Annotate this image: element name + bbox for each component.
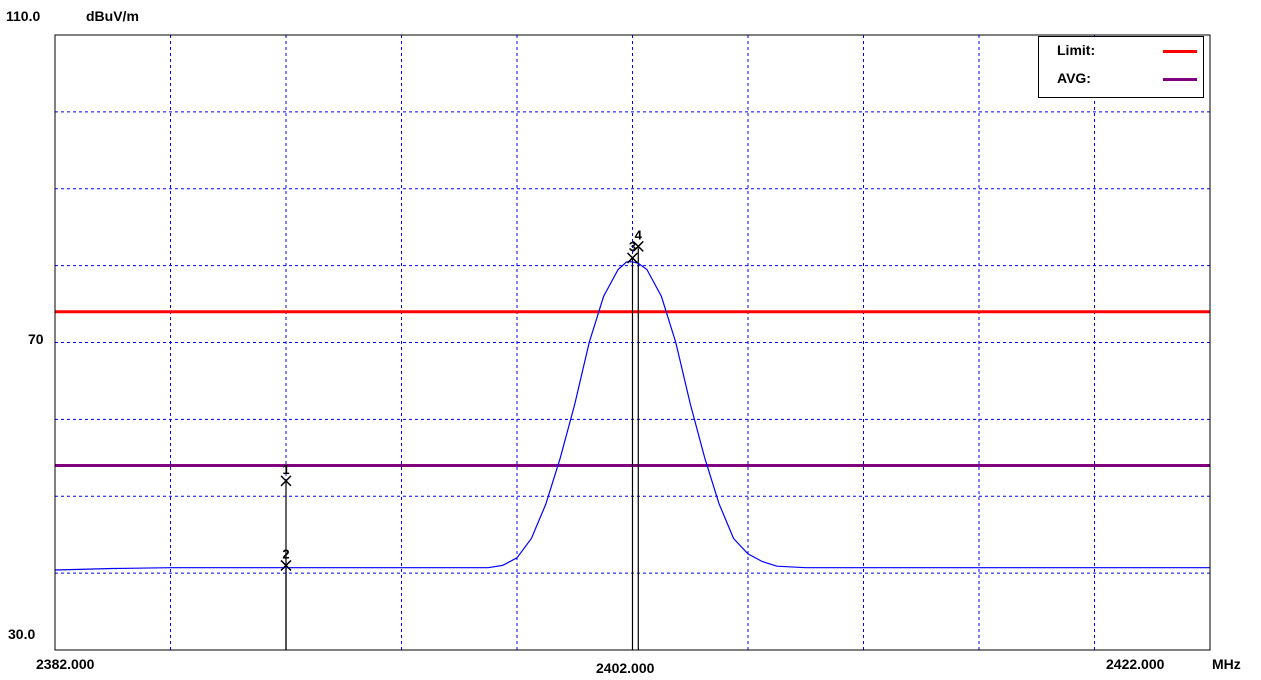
marker-x-2 — [280, 559, 292, 571]
marker-label-4: 4 — [635, 227, 643, 242]
legend-swatch-limit — [1163, 50, 1197, 53]
y-unit-label: dBuV/m — [86, 8, 139, 24]
x-unit-label: MHz — [1212, 656, 1241, 672]
marker-symbols: 1 2 34 — [280, 227, 644, 571]
marker-label-3: 3 — [629, 239, 636, 254]
y-tick-label-bottom: 30.0 — [8, 626, 36, 642]
legend-entry-limit: Limit: — [1039, 39, 1203, 63]
marker-label-1: 1 — [282, 462, 289, 477]
y-tick-label-mid: 70 — [28, 331, 44, 347]
legend: Limit: AVG: — [1038, 36, 1204, 98]
x-tick-label-center: 2402.000 — [596, 660, 655, 676]
x-tick-label-right: 2422.000 — [1106, 656, 1165, 672]
marker-x-4 — [632, 240, 644, 252]
x-tick-label-left: 2382.000 — [36, 656, 95, 672]
y-tick-label-top: 110.0 — [6, 8, 41, 24]
marker-label-2: 2 — [282, 546, 289, 561]
spectrum-trace — [54, 261, 1210, 571]
marker-x-3 — [626, 252, 639, 264]
legend-swatch-avg — [1163, 78, 1197, 81]
legend-label-avg: AVG: — [1057, 70, 1091, 86]
plot-frame — [54, 34, 1211, 651]
legend-label-limit: Limit: — [1057, 42, 1096, 58]
marker-x-1 — [280, 475, 292, 487]
legend-entry-avg: AVG: — [1039, 67, 1203, 91]
